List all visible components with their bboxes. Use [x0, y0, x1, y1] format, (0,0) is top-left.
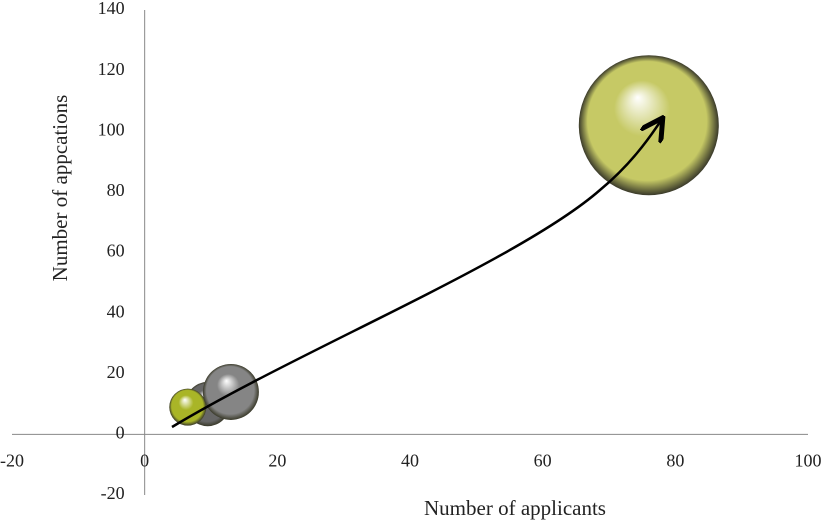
trend-arrow: [171, 122, 660, 429]
bubble: [202, 363, 259, 420]
x-tick-label: -20: [0, 451, 24, 471]
x-tick-label: 100: [795, 451, 822, 471]
y-tick-label: 120: [98, 59, 125, 79]
y-tick-label: 60: [107, 241, 125, 261]
x-tick-label: 60: [534, 451, 552, 471]
y-tick-label: 100: [98, 119, 125, 139]
y-tick-label: 0: [116, 423, 125, 443]
bubbles: [169, 55, 719, 427]
x-tick-label: 20: [268, 451, 286, 471]
y-tick-label: 40: [107, 301, 125, 321]
y-tick-label: 140: [98, 0, 125, 18]
x-tick-label: 0: [140, 451, 149, 471]
axes: -20 0 20 40 60 80 100 -20 0 20 40 60 80 100 120 140: [0, 0, 822, 503]
y-tick-label: 80: [107, 180, 125, 200]
y-axis-title: Number of appcations: [48, 95, 72, 282]
y-tick-label: 20: [107, 362, 125, 382]
x-tick-label: 80: [666, 451, 684, 471]
x-tick-label: 40: [401, 451, 419, 471]
bubble: [578, 55, 719, 196]
x-axis-title: Number of applicants: [424, 496, 606, 520]
bubble: [169, 388, 207, 426]
y-tick-label: -20: [101, 483, 125, 503]
